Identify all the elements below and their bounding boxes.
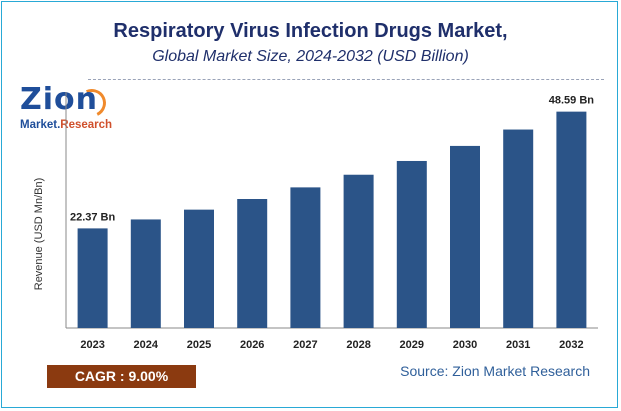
- x-tick-label-2024: 2024: [134, 339, 159, 351]
- logo-wordmark: Zion: [20, 82, 99, 117]
- x-tick-label-2031: 2031: [506, 339, 530, 351]
- data-labels: 22.37 Bn 48.59 Bn: [70, 95, 594, 224]
- bar-2027: [290, 187, 321, 328]
- chart-title: Respiratory Virus Infection Drugs Market…: [113, 20, 508, 42]
- y-axis-label: Revenue (USD Mn/Bn): [33, 178, 45, 291]
- zion-logo: Zion Market.Research: [18, 82, 128, 134]
- data-label-2023: 22.37 Bn: [70, 211, 116, 223]
- cagr-label: CAGR : 9.00%: [74, 368, 169, 384]
- bar-2023: [77, 228, 108, 328]
- bar-2024: [130, 219, 161, 328]
- cagr-badge: CAGR : 9.00%: [47, 365, 196, 388]
- x-tick-label-2030: 2030: [453, 339, 477, 351]
- source-note: Source: Zion Market Research: [400, 363, 590, 379]
- x-tick-label-2025: 2025: [187, 339, 211, 351]
- bar-2028: [343, 174, 374, 328]
- x-tick-labels: 2023 2024 2025 2026 2027 2028 2029 2030 2031 2032: [80, 339, 583, 351]
- bar-2026: [237, 199, 268, 328]
- logo-tagline: Market.Research: [20, 119, 112, 131]
- x-tick-label-2029: 2029: [400, 339, 424, 351]
- x-tick-label-2026: 2026: [240, 339, 264, 351]
- bar-2025: [184, 209, 214, 328]
- data-label-2032: 48.59 Bn: [549, 95, 595, 107]
- chart-subtitle: Global Market Size, 2024-2032 (USD Billi…: [152, 48, 469, 65]
- bar-2031: [503, 129, 534, 328]
- bar-2032: [556, 111, 587, 328]
- bar-series: [77, 111, 587, 328]
- bar-2030: [450, 145, 480, 328]
- x-tick-label-2023: 2023: [80, 339, 104, 351]
- x-tick-label-2032: 2032: [559, 339, 583, 351]
- logo-tagline-research: Research: [60, 119, 113, 131]
- title-divider: [88, 79, 604, 80]
- x-tick-label-2028: 2028: [346, 339, 370, 351]
- bar-2029: [396, 160, 427, 328]
- x-tick-label-2027: 2027: [293, 339, 317, 351]
- logo-tagline-market: Market.: [20, 119, 61, 131]
